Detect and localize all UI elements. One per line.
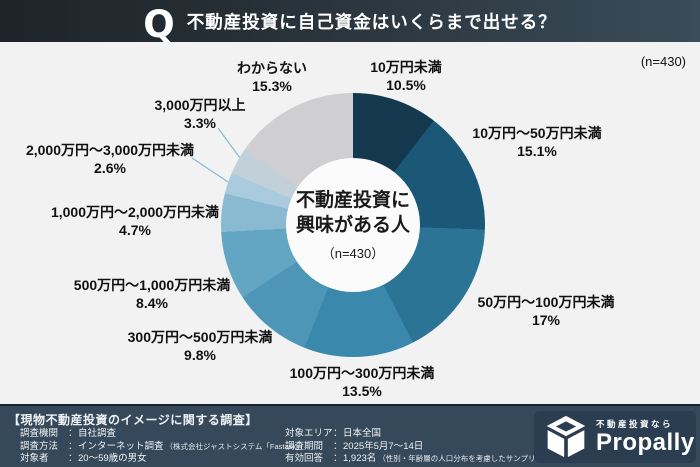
center-label-line1: 不動産投資に: [295, 190, 410, 211]
info-row: 対象者 ： 20〜59歳の男女: [20, 453, 307, 466]
info-value: 自社調査: [78, 428, 117, 439]
sample-size-note: (n=430): [640, 54, 686, 69]
info-colon: ：: [68, 440, 78, 452]
segment-label-500k-1m: 50万円〜100万円未満 17%: [478, 293, 615, 329]
segment-label-over-30m: 3,000万円以上 3.3%: [154, 96, 245, 132]
segment-percent: 15.3%: [252, 78, 292, 94]
segment-name: 3,000万円以上: [154, 97, 246, 113]
segment-label-1m-3m: 100万円〜300万円未満 13.5%: [290, 364, 435, 400]
center-label-line2: 興味がある人: [295, 215, 410, 236]
logo-tagline: 不動産投資なら: [596, 419, 674, 429]
segment-name: 100万円〜300万円未満: [289, 365, 435, 381]
survey-title: 【現物不動産投資のイメージに関する調査】: [8, 413, 258, 427]
info-colon: ：: [333, 428, 343, 439]
segment-label-20m-30m: 2,000万円〜3,000万円未満 2.6%: [26, 141, 194, 177]
info-note: （株式会社ジャストシステム「Fastask」）: [165, 441, 308, 451]
segment-percent: 15.1%: [517, 143, 557, 159]
segment-percent: 4.7%: [119, 222, 151, 238]
logo-text: 不動産投資なら Propally: [596, 418, 695, 456]
info-label: 調査期間: [285, 440, 324, 452]
segment-label-5m-10m: 500万円〜1,000万円未満 8.4%: [74, 276, 230, 312]
info-colon: ：: [333, 453, 343, 464]
segment-percent: 10.5%: [386, 77, 426, 93]
header-bar: Q 不動産投資に自己資金はいくらまで出せる？: [0, 0, 700, 46]
segment-percent: 9.8%: [184, 347, 216, 363]
segment-percent: 2.6%: [94, 160, 126, 176]
info-colon: ：: [68, 428, 78, 439]
segment-label-dont-know: わからない 15.3%: [237, 59, 307, 95]
page-title: 不動産投資に自己資金はいくらまで出せる？: [186, 11, 557, 32]
info-note: （性別・年齢層の人口分布を考慮したサンプリング）: [378, 454, 559, 463]
info-colon: ：: [333, 440, 343, 452]
segment-label-100k-500k: 10万円〜50万円未満 15.1%: [472, 124, 601, 160]
logo-brand: Propally: [596, 429, 695, 456]
info-row: 対象エリア：日本全国: [285, 428, 558, 441]
segment-percent: 8.4%: [136, 295, 168, 311]
info-label: 調査機関: [20, 428, 59, 439]
center-sample-size: （n=430）: [321, 246, 385, 261]
info-label: 対象者: [20, 453, 49, 464]
info-value: 1,923名: [343, 453, 377, 464]
donut-center: 不動産投資に 興味がある人 （n=430）: [286, 158, 420, 292]
segment-name: 1,000万円〜2,000万円未満: [50, 204, 220, 220]
propally-logo: 不動産投資なら Propally: [534, 411, 696, 463]
segment-name: 10万円未満: [370, 59, 442, 75]
info-row: 有効回答 ： 1,923名 （性別・年齢層の人口分布を考慮したサンプリング）: [285, 453, 558, 466]
info-value: インターネット調査: [78, 440, 164, 452]
info-value: 日本全国: [343, 428, 382, 439]
segment-percent: 3.3%: [184, 115, 216, 131]
survey-info-left: 調査機関：自社調査 調査方法：インターネット調査 （株式会社ジャストシステム「Fa…: [20, 428, 307, 466]
segment-name: 500万円〜1,000万円未満: [73, 277, 231, 293]
segment-percent: 17%: [531, 312, 561, 328]
segment-name: 2,000万円〜3,000万円未満: [25, 142, 195, 158]
segment-percent: 13.5%: [342, 383, 382, 399]
info-label: 調査方法: [20, 440, 59, 452]
propally-cube-icon: [546, 415, 586, 458]
info-colon: ：: [68, 453, 78, 464]
footer-bar: 【現物不動産投資のイメージに関する調査】 調査機関：自社調査 調査方法：インター…: [0, 404, 700, 467]
info-label: 有効回答: [285, 453, 324, 464]
info-row: 調査期間 ： 2025年5月7〜14日: [285, 441, 558, 454]
donut-ring: 不動産投資に 興味がある人 （n=430）: [221, 93, 485, 357]
info-row: 調査方法 ：インターネット調査 （株式会社ジャストシステム「Fastask」）: [20, 441, 307, 454]
survey-info-right: 対象エリア：日本全国 調査期間： 2025年5月7〜14日 有効回答： 1,923名…: [285, 428, 558, 466]
segment-label-10m-20m: 1,000万円〜2,000万円未満 4.7%: [51, 203, 219, 239]
question-q-icon: Q: [143, 2, 175, 46]
segment-name: わからない: [237, 60, 307, 76]
segment-name: 10万円〜50万円未満: [472, 125, 602, 141]
chart-area: (n=430) 不動産投資に 興味がある人 （n=430） 10万円未満 10.…: [0, 42, 700, 404]
segment-label-under-100k: 10万円未満 10.5%: [370, 58, 442, 94]
info-row: 調査機関 ：自社調査: [20, 428, 307, 441]
segment-name: 300万円〜500万円未満: [127, 329, 273, 345]
info-label: 対象エリア: [285, 428, 333, 439]
segment-label-3m-5m: 300万円〜500万円未満 9.8%: [128, 328, 273, 364]
segment-name: 50万円〜100万円未満: [477, 294, 615, 310]
info-value: 2025年5月7〜14日: [343, 440, 424, 452]
info-value: 20〜59歳の男女: [78, 453, 147, 464]
